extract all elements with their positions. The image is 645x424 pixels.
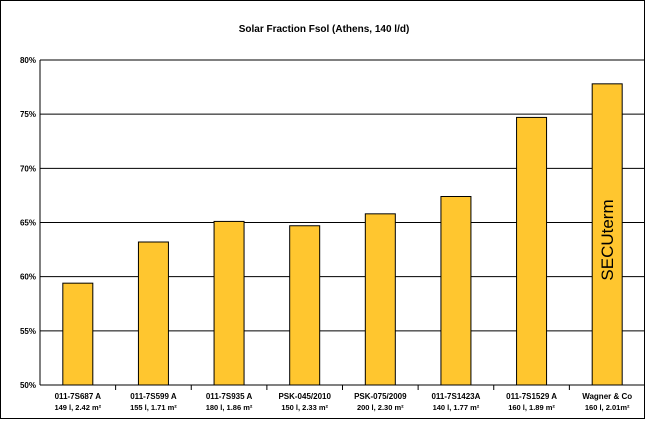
bar <box>591 83 623 386</box>
y-tick-label: 70% <box>20 164 36 173</box>
x-tick-sublabel: 160 l, 2.01m² <box>585 403 630 412</box>
y-tick-label: 55% <box>20 327 36 336</box>
x-tick-label: 011-7S1529 A <box>506 392 557 401</box>
y-tick-label: 80% <box>20 56 36 65</box>
x-tick-sublabel: 150 l, 2.33 m² <box>281 403 328 412</box>
annotations: SECUterm <box>598 199 617 280</box>
x-tick-label: Wagner & Co <box>582 392 632 401</box>
x-tick-sublabel: 149 l, 2.42 m² <box>54 403 101 412</box>
bar <box>137 241 169 386</box>
x-tick-label: 011-7S687 A <box>55 392 102 401</box>
x-tick-sublabel: 160 l, 1.89 m² <box>508 403 555 412</box>
bar <box>62 282 94 386</box>
bar <box>213 220 245 386</box>
x-tick-sublabel: 140 l, 1.77 m² <box>433 403 480 412</box>
y-axis: 50% 55% 60% 65% 70% 75% 80% <box>20 56 41 390</box>
y-tick-label: 65% <box>20 219 36 228</box>
bar <box>289 225 321 386</box>
x-axis: 011-7S687 A 149 l, 2.42 m² 011-7S599 A 155 … <box>40 384 645 412</box>
chart-title: Solar Fraction Fsol (Athens, 140 l/d) <box>239 24 410 35</box>
secuterm-annotation: SECUterm <box>598 199 617 280</box>
x-tick-sublabel: 155 l, 1.71 m² <box>130 403 177 412</box>
x-tick-label: PSK-045/2010 <box>278 392 331 401</box>
x-tick-label: 011-7S935 A <box>206 392 253 401</box>
bar <box>516 116 548 386</box>
bars <box>62 83 623 386</box>
x-tick-label: 011-7S1423A <box>431 392 480 401</box>
x-tick-label: 011-7S599 A <box>130 392 177 401</box>
bar <box>440 196 472 386</box>
x-tick-sublabel: 180 l, 1.86 m² <box>206 403 253 412</box>
bar <box>364 213 396 386</box>
y-tick-label: 50% <box>20 381 36 390</box>
x-tick-sublabel: 200 l, 2.30 m² <box>357 403 404 412</box>
x-tick-label: PSK-075/2009 <box>354 392 407 401</box>
y-tick-label: 60% <box>20 273 36 282</box>
y-tick-label: 75% <box>20 110 36 119</box>
